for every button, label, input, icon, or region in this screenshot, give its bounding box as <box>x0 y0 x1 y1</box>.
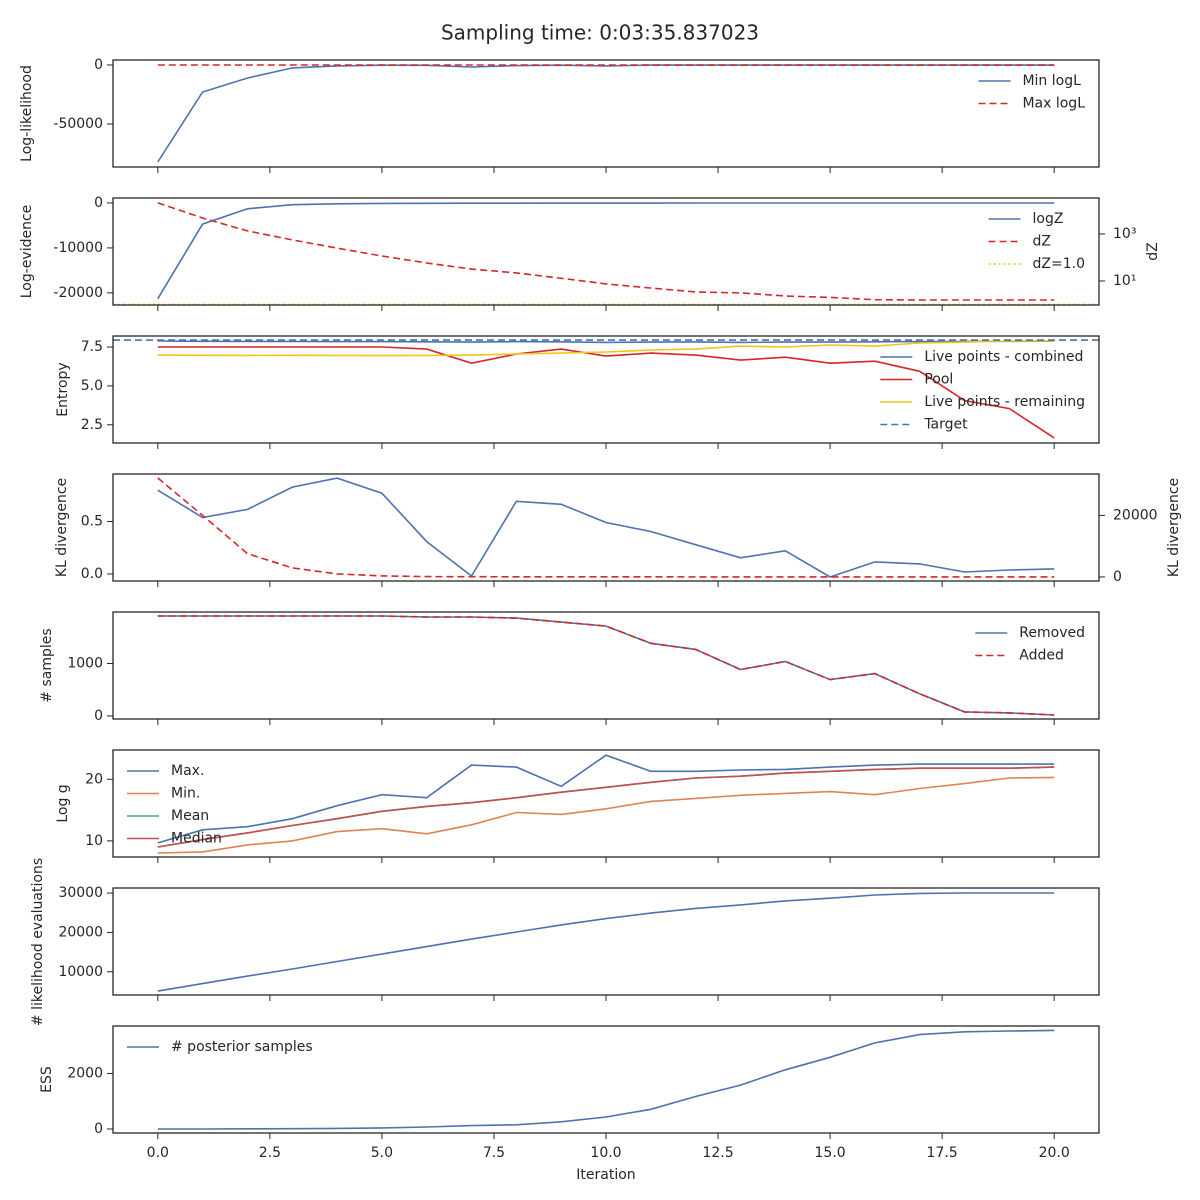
x-tick-label: 0.0 <box>147 1145 169 1161</box>
legend-label: Min logL <box>1022 73 1081 89</box>
axes-frame <box>112 197 1100 306</box>
series-line <box>157 766 1055 848</box>
y-tick-label: 0.0 <box>81 566 103 582</box>
series-line <box>157 477 1055 578</box>
y-axis-label: # likelihood evaluations <box>30 858 46 1026</box>
y-tick-label: 2.5 <box>81 417 103 433</box>
y-axis-label: KL divergence <box>54 478 70 577</box>
y-tick-label: 2000 <box>67 1065 103 1081</box>
legend-label: Median <box>171 831 222 847</box>
y-tick-label: 7.5 <box>81 339 103 355</box>
y-axis-label: ESS <box>39 1066 55 1093</box>
x-tick-label: 5.0 <box>371 1145 393 1161</box>
x-tick-label: 17.5 <box>927 1145 958 1161</box>
y-tick-label: 0.5 <box>81 513 103 529</box>
legend-label: Min. <box>171 786 200 802</box>
y-axis-label: Log-evidence <box>19 205 35 299</box>
legend-label: Target <box>923 417 968 433</box>
y-tick-label: 1000 <box>67 655 103 671</box>
series-line <box>157 346 1055 439</box>
series-line <box>157 615 1055 716</box>
y2-axis-label: dZ <box>1145 242 1161 260</box>
y-tick-label: 20 <box>85 771 103 787</box>
axes-frame <box>112 611 1100 720</box>
legend-label: Max logL <box>1022 96 1085 112</box>
y-tick-label: 0 <box>94 195 103 211</box>
series-line <box>157 754 1055 844</box>
y-tick-label: -10000 <box>53 240 103 256</box>
legend: Live points - combined Pool Live points - … <box>880 349 1085 433</box>
y-axis-label: # samples <box>39 628 55 702</box>
legend: logZ dZ dZ=1.0 <box>988 211 1085 272</box>
x-tick-label: 15.0 <box>815 1145 846 1161</box>
y2-axis-label: KL divergence <box>1166 478 1182 577</box>
legend-label: Live points - combined <box>924 349 1083 365</box>
y-tick-label: 0 <box>94 1121 103 1137</box>
legend-label: Live points - remaining <box>924 394 1085 410</box>
y2-tick-label: 0 <box>1113 569 1122 585</box>
y2-tick-label: 10³ <box>1113 226 1136 242</box>
y-tick-label: 0 <box>94 57 103 73</box>
series-line <box>157 776 1055 854</box>
legend: Max. Min. Mean Median <box>127 763 222 847</box>
axes-frame <box>112 473 1100 582</box>
legend-label: Pool <box>924 372 953 388</box>
legend: Removed Added <box>975 625 1085 664</box>
axes-frame <box>112 59 1100 168</box>
x-tick-label: 12.5 <box>702 1145 733 1161</box>
legend-label: Removed <box>1019 625 1085 641</box>
y2-tick-label: 10¹ <box>1113 273 1136 289</box>
series-line <box>157 202 1055 300</box>
legend-label: Max. <box>171 763 204 779</box>
y-tick-label: 0 <box>94 708 103 724</box>
series-line <box>157 615 1055 716</box>
x-tick-label: 10.0 <box>590 1145 621 1161</box>
series-line <box>157 64 1055 163</box>
x-tick-label: 20.0 <box>1039 1145 1070 1161</box>
series-line <box>157 892 1055 992</box>
axes-frame <box>112 1025 1100 1134</box>
axes-frame <box>112 749 1100 858</box>
legend-label: logZ <box>1033 211 1064 227</box>
series-line <box>157 477 1055 578</box>
y-axis-label: Log-likelihood <box>19 65 35 162</box>
x-tick-label: 7.5 <box>483 1145 505 1161</box>
legend-label: Added <box>1019 648 1064 664</box>
legend-label: dZ <box>1033 234 1051 250</box>
axes-frame <box>112 887 1100 996</box>
y-tick-label: 30000 <box>58 885 103 901</box>
legend: Min logL Max logL <box>978 73 1085 112</box>
legend: # posterior samples <box>127 1039 313 1055</box>
series-line <box>157 340 1055 357</box>
y-tick-label: 10000 <box>58 964 103 980</box>
y-tick-label: -20000 <box>53 285 103 301</box>
x-tick-label: 2.5 <box>259 1145 281 1161</box>
y-axis-label: Entropy <box>55 362 71 416</box>
series-line <box>157 202 1055 301</box>
y-tick-label: -50000 <box>53 116 103 132</box>
legend-label: Mean <box>171 808 209 824</box>
x-axis-label: Iteration <box>576 1167 635 1183</box>
axes-frame <box>112 335 1100 444</box>
legend-label: dZ=1.0 <box>1033 256 1085 272</box>
figure-title: Sampling time: 0:03:35.837023 <box>441 21 759 45</box>
y-tick-label: 20000 <box>58 924 103 940</box>
series-line <box>157 1029 1055 1130</box>
legend-label: # posterior samples <box>171 1039 313 1055</box>
series-line <box>157 766 1055 848</box>
series-line <box>157 340 1055 344</box>
y-tick-label: 5.0 <box>81 378 103 394</box>
y-axis-label: Log g <box>55 784 71 822</box>
y2-tick-label: 20000 <box>1113 507 1158 523</box>
y-tick-label: 10 <box>85 833 103 849</box>
